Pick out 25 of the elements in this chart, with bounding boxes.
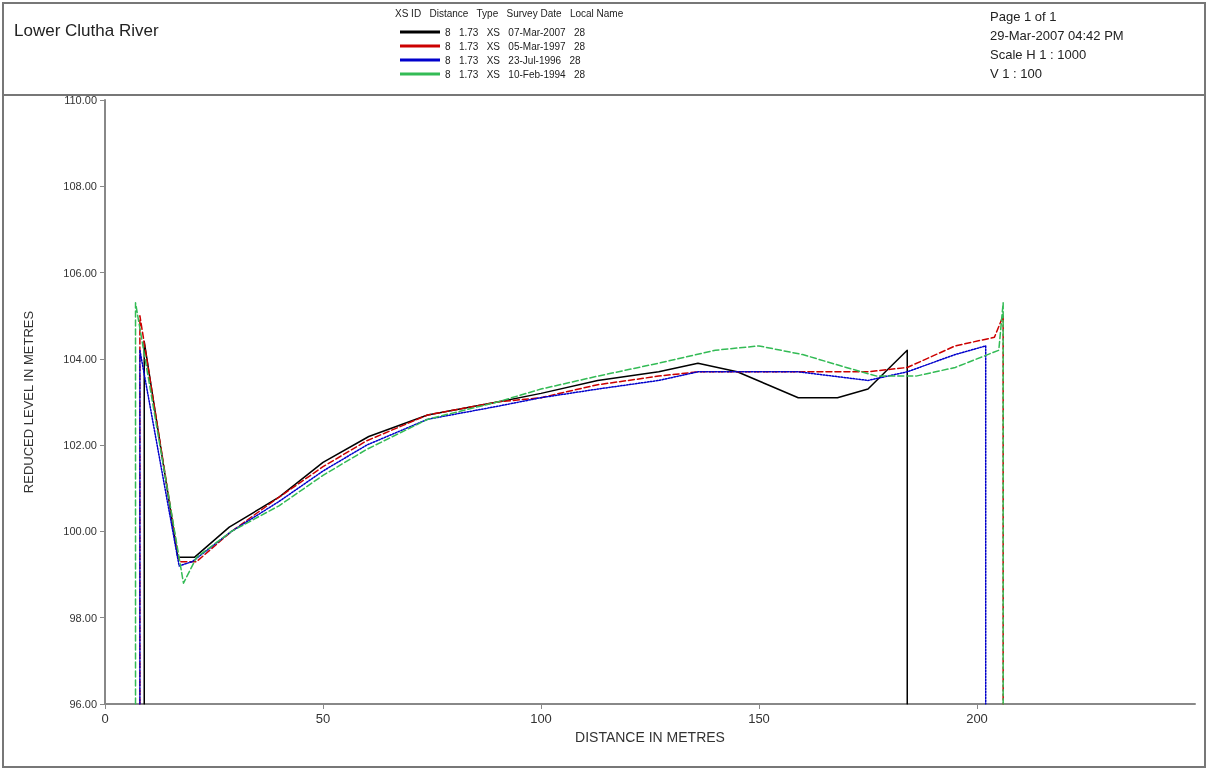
y-tick-label: 108.00: [63, 180, 97, 193]
y-tick-label: 102.00: [63, 439, 97, 452]
x-axis-title: DISTANCE IN METRES: [575, 729, 725, 745]
y-tick-label: 106.00: [63, 266, 97, 279]
y-tick-label: 98.00: [69, 611, 97, 624]
legend-title: XS ID Distance Type Survey Date Local Name: [395, 7, 624, 19]
chart-title: Lower Clutha River: [14, 21, 159, 40]
y-tick-label: 96.00: [69, 698, 97, 710]
legend-label: 8 1.73 XS 10-Feb-1994 28: [445, 68, 586, 80]
y-axis-title: REDUCED LEVEL IN METRES: [21, 310, 36, 494]
x-tick-label: 150: [748, 711, 770, 726]
legend-label: 8 1.73 XS 23-Jul-1996 28: [445, 54, 582, 66]
text: Page 1 of 1: [990, 9, 1057, 24]
x-tick-label: 100: [530, 711, 552, 726]
legend-label: 8 1.73 XS 07-Mar-2007 28: [445, 26, 586, 38]
y-tick-label: 100.00: [63, 525, 97, 538]
x-tick-label: 50: [315, 711, 331, 726]
x-tick-label: 200: [966, 711, 988, 726]
y-tick-label: 104.00: [63, 352, 97, 365]
text: Scale H 1 : 1000: [990, 47, 1087, 62]
text: V 1 : 100: [990, 66, 1043, 81]
legend-label: 8 1.73 XS 05-Mar-1997 28: [445, 40, 586, 52]
x-tick-label: 0: [101, 711, 109, 726]
text: 29-Mar-2007 04:42 PM: [990, 28, 1124, 43]
y-tick-label: 110.00: [64, 94, 97, 106]
